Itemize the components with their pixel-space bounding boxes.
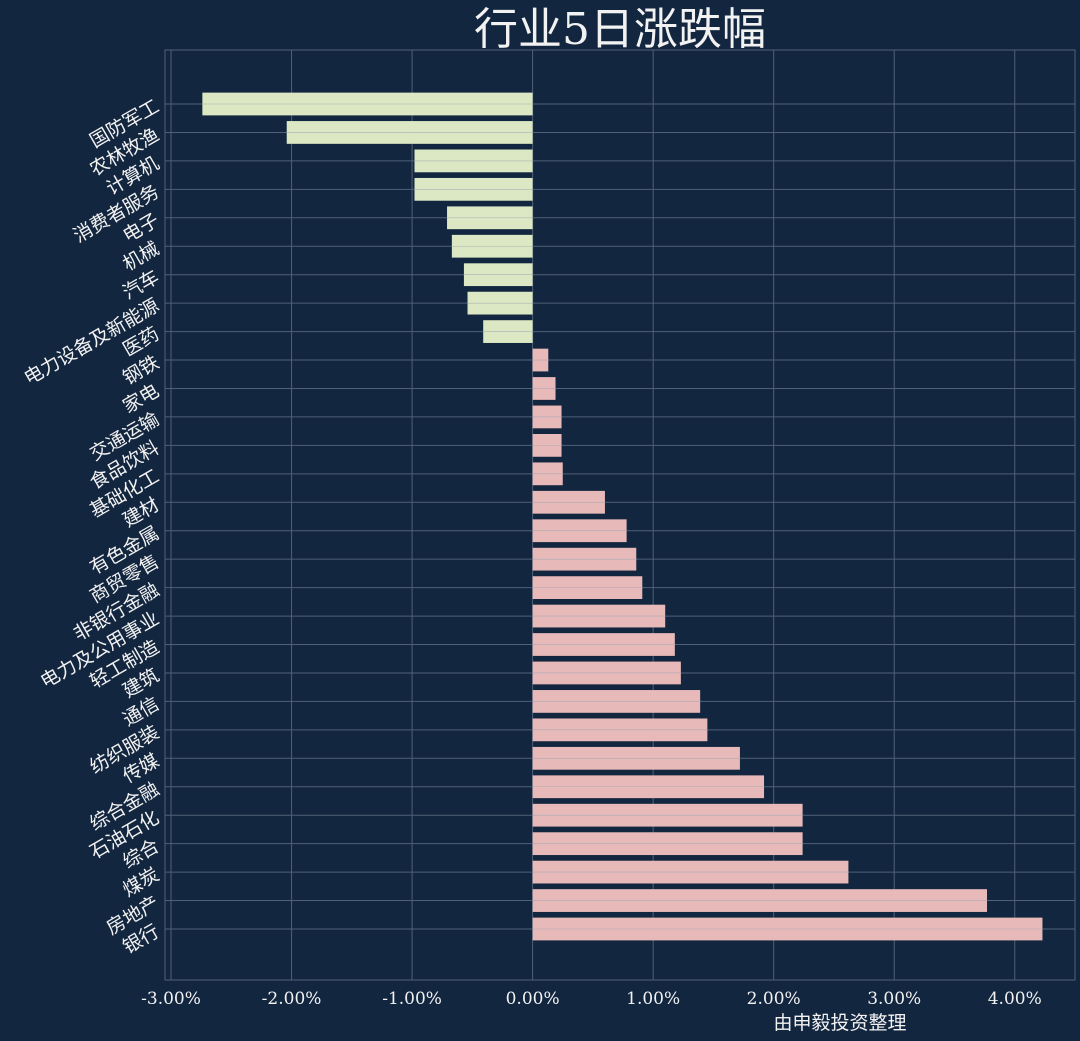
category-label: 家电 bbox=[119, 380, 163, 418]
bars bbox=[202, 92, 1043, 941]
source-note: 由申毅投资整理 bbox=[773, 1012, 906, 1034]
x-tick-label: 1.00% bbox=[626, 989, 680, 1009]
category-label: 钢铁 bbox=[119, 351, 163, 389]
x-tick-label: -1.00% bbox=[382, 989, 442, 1009]
plot-frame bbox=[164, 49, 1076, 981]
category-label: 机械 bbox=[119, 238, 163, 276]
x-tick-label: 2.00% bbox=[747, 989, 801, 1009]
x-tick-label: 4.00% bbox=[988, 989, 1042, 1009]
x-tick-labels: -3.00% -2.00% -1.00% 0.00% 1.00% 2.00% 3.00% 4.… bbox=[141, 989, 1042, 1009]
x-tick-label: 0.00% bbox=[506, 989, 560, 1009]
category-label: 通信 bbox=[119, 693, 163, 731]
category-label: 汽车 bbox=[119, 266, 163, 304]
category-labels: 国防军工农林牧渔计算机消费者服务电子机械汽车电力设备及新能源医药钢铁家电交通运输… bbox=[20, 95, 163, 958]
x-tick-label: -3.00% bbox=[141, 989, 201, 1009]
x-tick-label: 3.00% bbox=[867, 989, 921, 1009]
x-tick-label: -2.00% bbox=[262, 989, 322, 1009]
chart-title: 行业5日涨跌幅 bbox=[474, 4, 766, 55]
category-label: 煤炭 bbox=[119, 863, 163, 901]
